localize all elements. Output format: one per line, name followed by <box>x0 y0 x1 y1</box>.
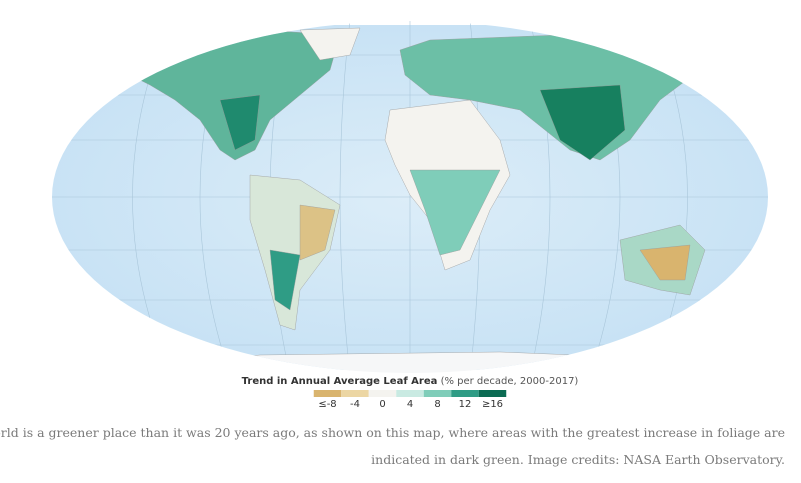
legend: ≤-8 -4 0 4 8 12 ≥16 <box>313 390 507 410</box>
legend-title: Trend in Annual Average Leaf Area <box>242 376 438 387</box>
legend-label: 8 <box>434 399 440 410</box>
legend-label: 4 <box>407 399 413 410</box>
caption-line: The world is a greener place than it was… <box>0 425 785 440</box>
legend-swatch <box>478 390 507 397</box>
legend-swatch <box>368 390 397 397</box>
legend-label: ≤-8 <box>318 399 336 410</box>
legend-heading: Trend in Annual Average Leaf Area (% per… <box>242 376 579 387</box>
legend-swatch <box>396 390 424 397</box>
legend-label: -4 <box>350 399 360 410</box>
map <box>52 21 768 373</box>
legend-swatch <box>451 390 479 397</box>
legend-subtitle: (% per decade, 2000-2017) <box>441 376 579 387</box>
legend-swatch <box>423 390 452 397</box>
legend-label: 12 <box>459 399 472 410</box>
continents <box>119 27 706 373</box>
legend-swatch <box>313 390 342 397</box>
legend-label: ≥16 <box>482 399 503 410</box>
caption-line: indicated in dark green. Image credits: … <box>371 452 785 467</box>
legend-swatch <box>341 390 369 397</box>
legend-label: 0 <box>379 399 385 410</box>
